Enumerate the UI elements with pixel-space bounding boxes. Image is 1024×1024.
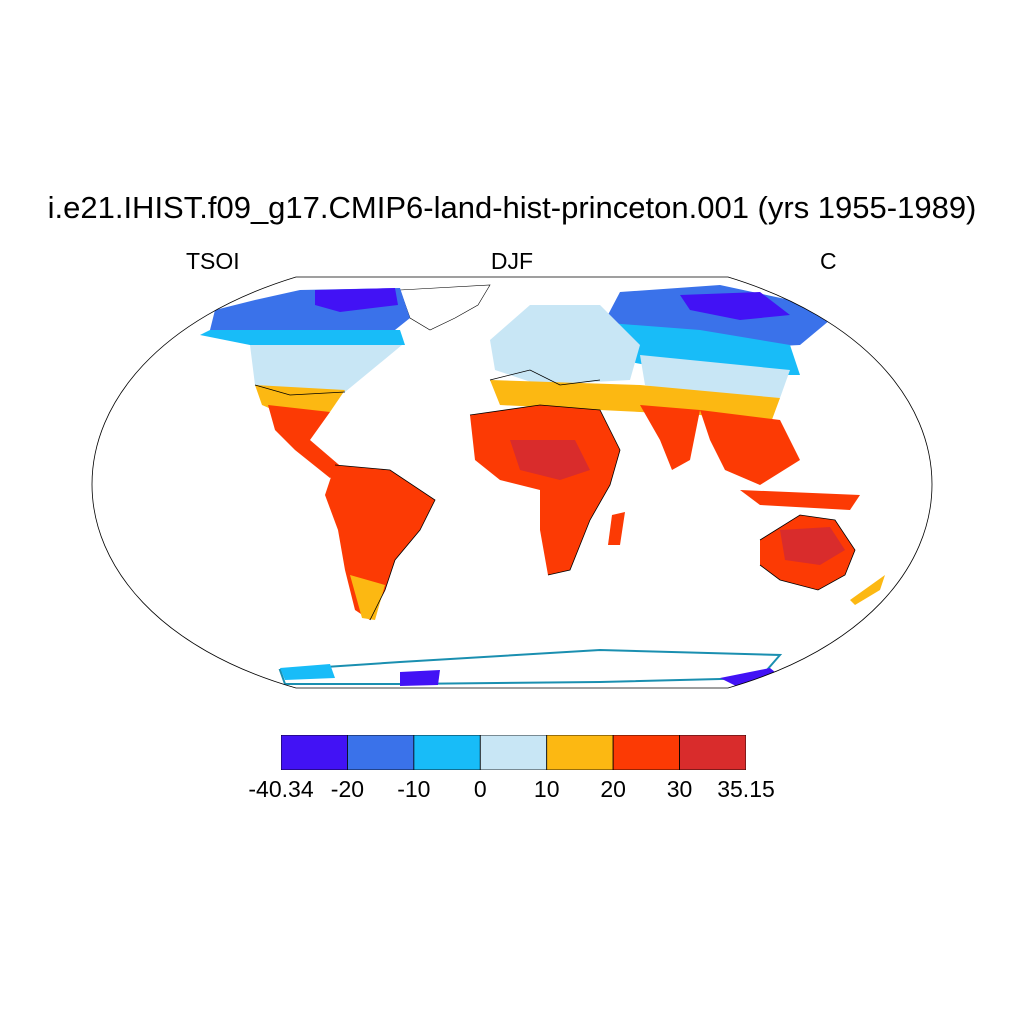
colorbar (280, 734, 747, 771)
africa (470, 405, 620, 575)
greenland (399, 284, 491, 331)
coastlines (254, 369, 856, 621)
madagascar (608, 512, 625, 545)
south-america-south (350, 575, 385, 620)
europe-mild (490, 305, 640, 385)
colorbar-label-6: 30 (666, 776, 693, 802)
africa-hot-core (510, 440, 590, 480)
colorbar-swatch-0 (280, 734, 348, 771)
plot-title: i.e21.IHIST.f09_g17.CMIP6-land-hist-prin… (47, 190, 977, 225)
units-label: C (820, 248, 837, 274)
central-america (268, 405, 345, 478)
land-fill (200, 284, 885, 688)
colorbar-swatches (280, 734, 747, 771)
season-label: DJF (490, 248, 534, 274)
variable-label: TSOI (186, 248, 240, 274)
india (640, 405, 700, 470)
antarctica-cold-1 (280, 664, 335, 680)
colorbar-label-1: -20 (330, 776, 365, 802)
siberia-coldest (680, 292, 790, 320)
colorbar-swatch-3 (479, 734, 548, 771)
colorbar-label-4: 10 (533, 776, 560, 802)
north-america-mild (250, 345, 402, 395)
se-asia (700, 410, 800, 485)
australia-hot-core (780, 527, 845, 565)
colorbar-swatch-4 (546, 734, 614, 771)
colorbar-label-5: 20 (600, 776, 626, 802)
indonesia (740, 490, 860, 510)
antarctica (278, 648, 783, 685)
asia-mild (640, 355, 790, 398)
north-america-cool (200, 330, 405, 345)
colorbar-label-3: 0 (473, 776, 487, 802)
colorbar-label-0: -40.34 (248, 776, 314, 802)
colorbar-swatch-2 (413, 734, 481, 771)
colorbar-swatch-6 (679, 734, 747, 771)
colorbar-swatch-5 (612, 734, 680, 771)
colorbar-swatch-1 (347, 734, 415, 771)
north-america-arctic (315, 288, 398, 312)
colorbar-label-2: -10 (397, 776, 431, 802)
map-border (91, 276, 933, 689)
colorbar-label-7: 35.15 (717, 776, 775, 802)
antarctica-cold-3 (400, 670, 440, 686)
new-zealand (850, 575, 885, 605)
antarctica-cold-2 (720, 668, 780, 688)
